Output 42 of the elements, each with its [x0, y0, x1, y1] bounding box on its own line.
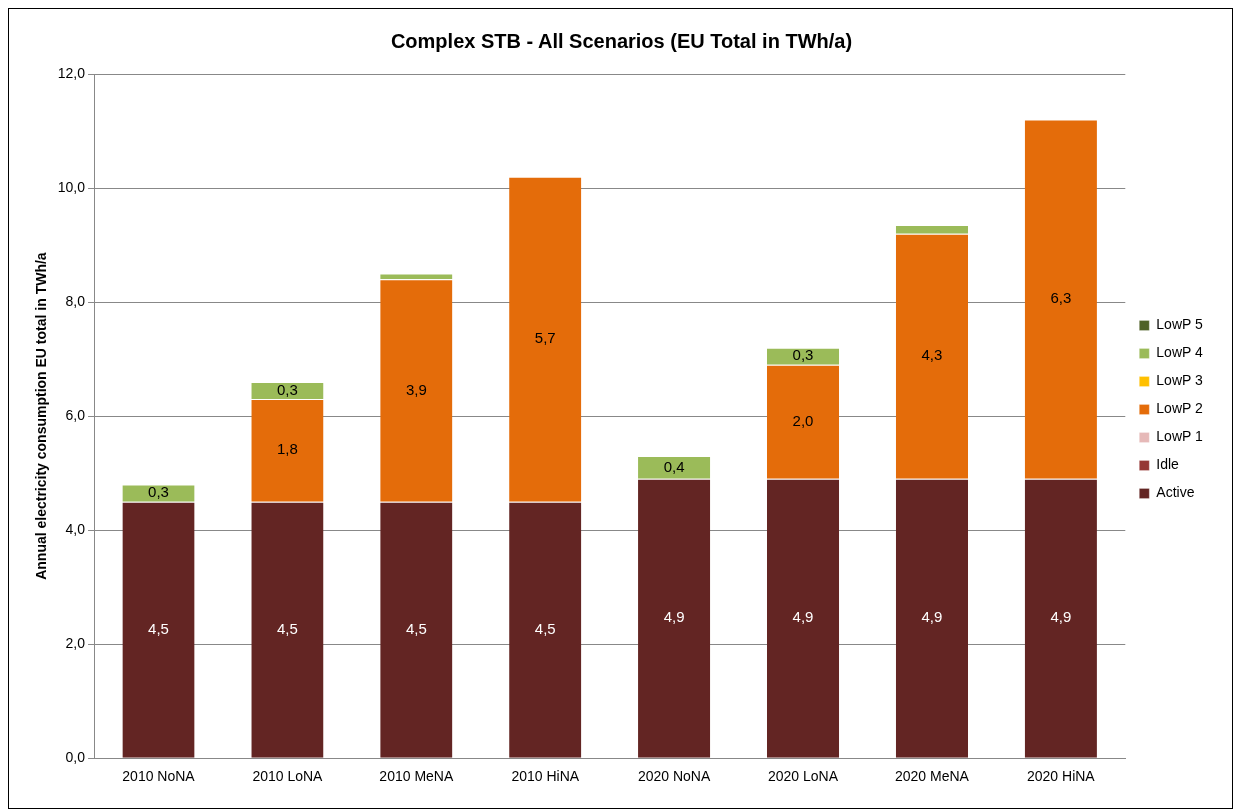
legend-label: LowP 1 — [1156, 428, 1203, 445]
data-label: 0,3 — [148, 483, 169, 501]
y-axis-title: Annual electricity consumption EU total in TWh/a — [33, 252, 50, 580]
data-label: 4,5 — [148, 619, 169, 637]
data-label: 4,5 — [276, 619, 298, 637]
x-tick-label: 2010 NoNA — [122, 768, 196, 785]
x-tick-label: 2020 MeNA — [894, 768, 970, 785]
legend-label: LowP 5 — [1156, 316, 1203, 333]
data-label: 2,0 — [792, 411, 814, 429]
x-tick-label: 2010 LoNA — [252, 768, 324, 785]
chart-title: Complex STB - All Scenarios (EU Total in TWh/a) — [390, 29, 853, 52]
y-tick-label: 4,0 — [65, 520, 86, 537]
legend-label: Active — [1156, 484, 1195, 501]
data-label: 4,9 — [663, 608, 685, 626]
y-tick-label: 6,0 — [65, 406, 86, 423]
data-label: 4,9 — [1050, 608, 1072, 626]
legend-label: Idle — [1156, 456, 1180, 473]
data-label: 0,3 — [792, 346, 814, 364]
data-label: 4,9 — [921, 608, 943, 626]
x-tick-label: 2020 HiNA — [1027, 768, 1096, 785]
legend-label: LowP 2 — [1156, 400, 1203, 417]
data-label: 0,4 — [663, 457, 685, 475]
x-tick-label: 2010 HiNA — [511, 768, 580, 785]
data-label: 4,5 — [534, 619, 556, 637]
data-label: 5,7 — [534, 329, 556, 347]
data-label: 0,3 — [276, 380, 298, 398]
y-tick-label: 0,0 — [65, 749, 86, 766]
x-tick-label: 2020 LoNA — [768, 768, 839, 785]
data-label: 1,8 — [276, 440, 298, 458]
data-label: 4,5 — [405, 619, 427, 637]
x-tick-label: 2010 MeNA — [379, 768, 454, 785]
data-label: 3,9 — [405, 380, 427, 398]
y-tick-label: 8,0 — [65, 292, 86, 309]
legend-label: LowP 3 — [1156, 372, 1203, 389]
y-tick-label: 10,0 — [57, 178, 86, 195]
legend-label: LowP 4 — [1156, 344, 1203, 361]
y-tick-label: 12,0 — [57, 64, 86, 81]
x-tick-label: 2020 NoNA — [637, 768, 711, 785]
data-label: 4,3 — [921, 346, 943, 364]
y-tick-label: 2,0 — [65, 635, 86, 652]
data-label: 4,9 — [792, 608, 814, 626]
data-label: 6,3 — [1050, 289, 1072, 307]
